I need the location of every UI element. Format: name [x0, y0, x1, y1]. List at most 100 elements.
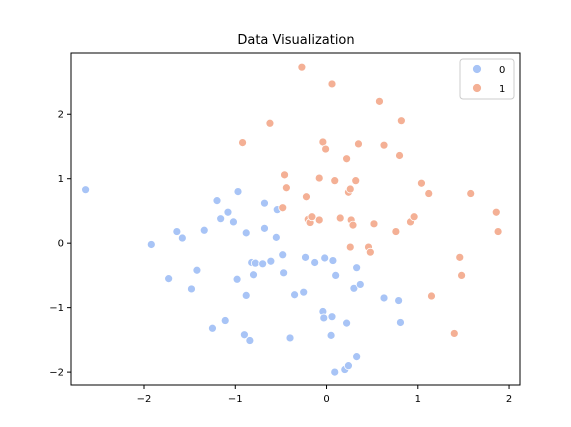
data-point-series-1: [427, 291, 436, 301]
data-point-series-1: [466, 189, 476, 198]
data-point-series-0: [278, 250, 288, 260]
data-point-series-1: [424, 189, 434, 198]
data-point-series-0: [326, 330, 336, 340]
data-point-series-1: [330, 176, 340, 186]
data-point-series-0: [199, 225, 209, 235]
data-point-series-1: [449, 329, 459, 338]
data-point-series-1: [280, 170, 289, 180]
data-point-series-1: [345, 242, 355, 252]
legend-box: [459, 58, 515, 100]
x-tick-label: 2: [506, 394, 512, 405]
data-point-series-0: [241, 228, 251, 238]
legend-marker-1: [472, 83, 482, 93]
data-point-series-0: [271, 232, 281, 242]
data-point-series-0: [177, 233, 187, 243]
data-point-series-0: [187, 284, 196, 294]
y-tick-label: 0: [58, 239, 64, 250]
data-point-series-1: [455, 252, 465, 262]
data-point-series-1: [238, 138, 247, 148]
data-point-series-1: [265, 118, 275, 128]
data-point-series-1: [491, 207, 501, 217]
data-point-series-1: [281, 183, 291, 193]
data-point-series-0: [208, 323, 217, 333]
data-point-series-1: [342, 154, 352, 164]
data-point-series-0: [394, 296, 404, 305]
data-point-series-1: [395, 151, 404, 160]
data-point-series-1: [379, 140, 389, 150]
data-point-series-1: [278, 203, 288, 213]
legend-label-0: 0: [499, 65, 505, 76]
data-point-series-1: [307, 212, 317, 222]
data-point-series-1: [354, 139, 363, 149]
data-point-series-0: [352, 263, 362, 273]
data-point-series-0: [249, 270, 258, 280]
data-point-series-0: [320, 253, 330, 263]
data-point-series-0: [260, 223, 269, 233]
data-point-series-0: [342, 318, 352, 328]
x-tick-label: 0: [323, 394, 329, 405]
x-tick-label: −2: [137, 394, 152, 405]
data-point-series-0: [319, 313, 329, 323]
data-point-series-1: [321, 144, 331, 154]
data-point-series-0: [327, 312, 337, 322]
data-point-series-1: [314, 173, 324, 183]
data-point-series-0: [290, 290, 299, 300]
data-point-series-0: [260, 198, 269, 208]
data-point-series-0: [239, 330, 249, 340]
data-point-series-0: [229, 217, 238, 227]
data-point-series-0: [172, 227, 182, 236]
legend-marker-0: [472, 64, 482, 74]
data-point-series-0: [299, 287, 309, 297]
data-point-series-0: [245, 336, 255, 345]
plot-frame: [70, 52, 521, 386]
data-point-series-1: [365, 247, 375, 257]
data-point-series-0: [266, 256, 276, 266]
data-point-series-0: [355, 280, 365, 289]
x-tick-label: 1: [415, 394, 421, 405]
data-point-series-0: [232, 274, 242, 284]
y-tick-label: 1: [58, 174, 64, 185]
data-point-series-1: [314, 215, 324, 225]
data-point-series-1: [297, 62, 307, 72]
data-point-series-0: [220, 316, 230, 325]
data-point-series-1: [327, 79, 337, 89]
data-point-series-0: [258, 259, 268, 269]
x-tick-label: −1: [228, 394, 243, 405]
plot-points: [81, 62, 503, 377]
data-point-series-1: [302, 192, 311, 202]
data-point-series-0: [216, 214, 226, 224]
legend: 0 1: [459, 58, 515, 100]
y-tick-label: −1: [49, 303, 64, 314]
data-point-series-0: [331, 271, 341, 280]
y-tick-label: −2: [49, 368, 64, 379]
data-point-series-0: [223, 207, 233, 217]
data-point-series-1: [417, 178, 426, 188]
legend-label-1: 1: [499, 84, 505, 95]
chart-title: Data Visualization: [237, 33, 354, 48]
data-point-series-0: [81, 185, 91, 195]
data-point-series-0: [330, 367, 340, 377]
data-point-series-0: [164, 274, 174, 284]
data-point-series-0: [279, 268, 289, 278]
data-point-series-1: [396, 116, 406, 126]
data-point-series-1: [345, 184, 355, 194]
data-point-series-0: [349, 283, 359, 293]
data-point-series-1: [351, 176, 361, 186]
data-point-series-0: [241, 290, 251, 300]
y-axis: −2 −1 0 1 2: [49, 110, 71, 379]
data-point-series-0: [301, 252, 310, 262]
data-point-series-0: [344, 361, 353, 371]
data-point-series-0: [285, 333, 295, 343]
data-point-series-0: [192, 265, 202, 275]
data-point-series-1: [457, 271, 466, 280]
data-point-series-0: [212, 196, 222, 206]
data-point-series-1: [493, 227, 503, 236]
data-point-series-0: [396, 318, 405, 327]
data-point-series-1: [409, 212, 419, 222]
data-point-series-0: [328, 256, 338, 265]
data-point-series-0: [233, 187, 243, 197]
data-point-series-0: [352, 352, 362, 362]
data-point-series-1: [335, 213, 345, 223]
data-point-series-0: [310, 258, 320, 267]
